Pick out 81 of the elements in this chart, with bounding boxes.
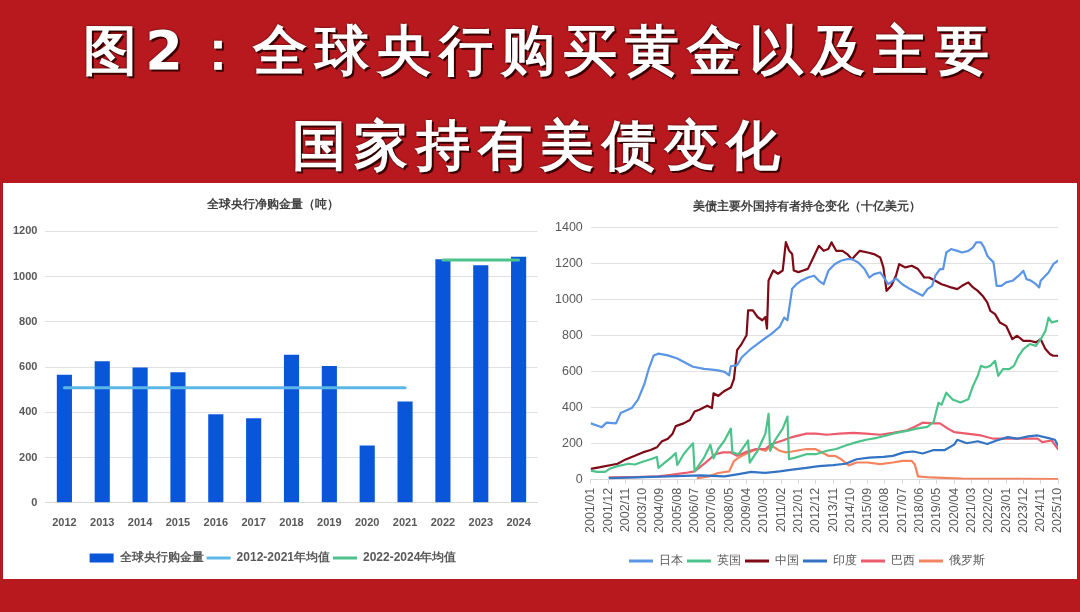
x-tick-label: 2001/01	[583, 487, 598, 533]
bar	[435, 259, 451, 503]
x-tick-label: 2024/11	[1033, 487, 1048, 533]
x-tick-label: 2012/01	[790, 487, 805, 533]
x-tick-label: 2017	[241, 516, 266, 529]
x-tick-label: 2020	[354, 516, 380, 529]
x-tick-label: 2007/06	[704, 487, 719, 533]
legend-label: 巴西	[891, 553, 915, 568]
x-tick-label: 2021/03	[963, 487, 978, 533]
x-tick-label: 2022	[430, 516, 456, 529]
chart-title: 全球央行净购金量（吨）	[206, 196, 339, 211]
y-tick-label: 600	[561, 364, 583, 379]
x-tick-label: 2001/12	[600, 487, 615, 533]
bar	[473, 265, 489, 503]
x-tick-label: 2003/10	[635, 487, 650, 533]
x-tick-label: 2005/08	[669, 487, 684, 533]
legend-label: 2022-2024年均值	[363, 550, 457, 565]
x-tick-label: 2008/05	[721, 487, 736, 533]
x-tick-label: 2006/07	[687, 487, 702, 533]
x-tick-label: 2012	[52, 516, 77, 529]
x-tick-label: 2019/05	[929, 487, 944, 533]
x-tick-label: 2011/02	[773, 487, 788, 533]
y-tick-label: 200	[561, 436, 583, 451]
x-tick-label: 2018/06	[912, 487, 927, 533]
x-tick-label: 2023	[468, 516, 493, 529]
x-tick-label: 2023/12	[1015, 487, 1030, 533]
y-tick-label: 1000	[555, 291, 583, 306]
y-tick-label: 0	[31, 495, 38, 508]
x-tick-label: 2012/12	[808, 487, 823, 533]
legend-label: 全球央行购金量	[118, 550, 204, 565]
chart-title: 美债主要外国持有者持仓变化（十亿美元）	[692, 198, 921, 213]
x-tick-label: 2025/10	[1050, 487, 1065, 533]
x-tick-label: 2017/07	[894, 487, 909, 533]
x-tick-label: 2010/03	[756, 487, 771, 533]
bar	[511, 256, 527, 503]
y-tick-label: 800	[561, 328, 583, 343]
x-tick-label: 2021	[392, 516, 418, 529]
legend-label: 日本	[659, 553, 683, 568]
y-tick-label: 1400	[555, 219, 583, 234]
legend-label: 中国	[775, 553, 799, 568]
x-tick-label: 2022/02	[981, 487, 996, 533]
bar	[397, 401, 413, 503]
y-tick-label: 1200	[555, 255, 583, 270]
x-tick-label: 2004/09	[652, 487, 667, 533]
x-tick-label: 2016/08	[877, 487, 892, 533]
x-tick-label: 2009/04	[738, 487, 753, 533]
x-tick-label: 2013/11	[825, 487, 840, 533]
bar	[246, 418, 262, 503]
x-tick-label: 2019	[317, 516, 342, 529]
legend-label: 印度	[833, 553, 857, 568]
bar	[283, 354, 300, 503]
y-tick-label: 800	[19, 314, 38, 327]
x-tick-label: 2002/11	[617, 487, 632, 533]
text: 图2：全球央行购买黄金以及主要国家持有美债变化	[82, 18, 998, 179]
bar	[94, 361, 110, 503]
x-tick-label: 2023/01	[998, 487, 1013, 533]
x-tick-label: 2016	[203, 516, 229, 529]
bar	[208, 414, 224, 503]
y-tick-label: 400	[19, 405, 38, 418]
x-tick-label: 2014	[127, 516, 154, 529]
bar	[359, 445, 375, 503]
y-tick-label: 400	[561, 400, 583, 415]
bar	[132, 367, 148, 503]
y-tick-label: 1000	[12, 269, 38, 282]
x-tick-label: 2014/10	[842, 487, 857, 533]
bar	[56, 374, 72, 503]
legend-label: 俄罗斯	[949, 553, 985, 568]
x-tick-label: 2013	[90, 516, 115, 529]
bar	[170, 372, 186, 503]
x-tick-label: 2020/04	[946, 487, 961, 533]
x-tick-label: 2015/09	[860, 487, 875, 533]
x-tick-label: 2024	[506, 516, 532, 529]
legend-label: 英国	[717, 553, 741, 568]
y-tick-label: 0	[575, 472, 583, 487]
x-tick-label: 2015	[165, 516, 191, 529]
bar	[321, 365, 337, 503]
x-tick-label: 2018	[279, 516, 304, 529]
y-tick-label: 600	[19, 360, 38, 373]
y-tick-label: 1200	[12, 224, 38, 237]
legend-label: 2012-2021年均值	[236, 550, 330, 565]
y-tick-label: 200	[19, 450, 38, 463]
